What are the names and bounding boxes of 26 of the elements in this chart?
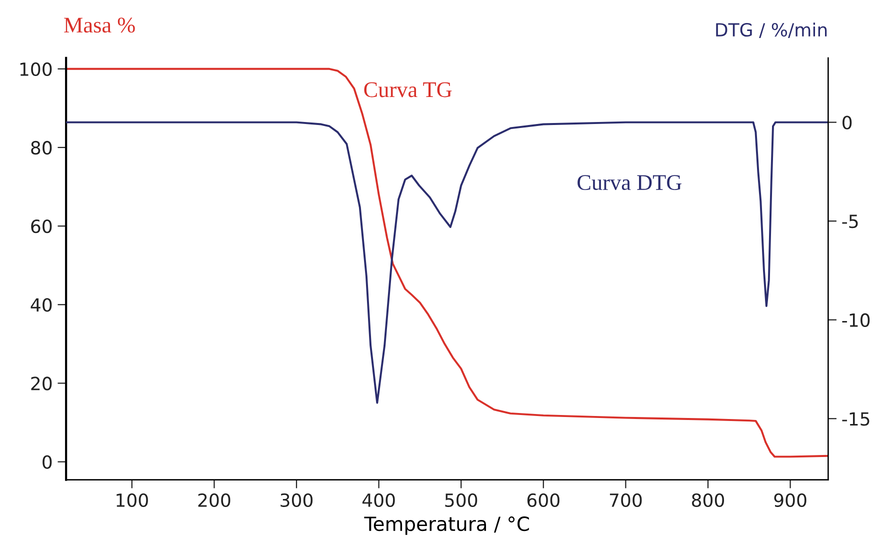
y-axis-title: Masa % (64, 18, 135, 33)
x-tick-label: 900 (774, 493, 806, 508)
y-tick-label: 40 (30, 298, 52, 312)
y2-tick-label: -5 (842, 214, 858, 228)
x-tick-label: 700 (610, 493, 642, 508)
y-tick-label: 20 (31, 376, 52, 390)
line-series (66, 68, 828, 458)
y-tick-label: 80 (31, 140, 52, 155)
y2-tick-label: -10 (842, 313, 870, 327)
line-series (66, 121, 828, 404)
series-label: Curva TG (364, 82, 452, 98)
y2-tick-label: -15 (842, 412, 870, 426)
x-tick-label: 500 (445, 493, 478, 508)
y-tick-label: 100 (20, 62, 52, 76)
text: Curva DTG (578, 175, 682, 190)
x-axis-title: Temperatura / °C (364, 516, 529, 535)
x-tick-label: 800 (692, 493, 724, 508)
y-tick-label: 60 (31, 220, 52, 234)
y2-axis-title: DTG / %/min (716, 22, 827, 38)
x-tick-label: 300 (280, 493, 313, 508)
x-tick-label: 600 (527, 493, 560, 508)
x-tick-label: 100 (116, 493, 148, 508)
y-tick-label: 0 (42, 455, 52, 469)
x-tick-label: 400 (362, 493, 395, 508)
x-tick-label: 200 (198, 493, 230, 508)
y2-tick-label: 0 (842, 116, 852, 130)
